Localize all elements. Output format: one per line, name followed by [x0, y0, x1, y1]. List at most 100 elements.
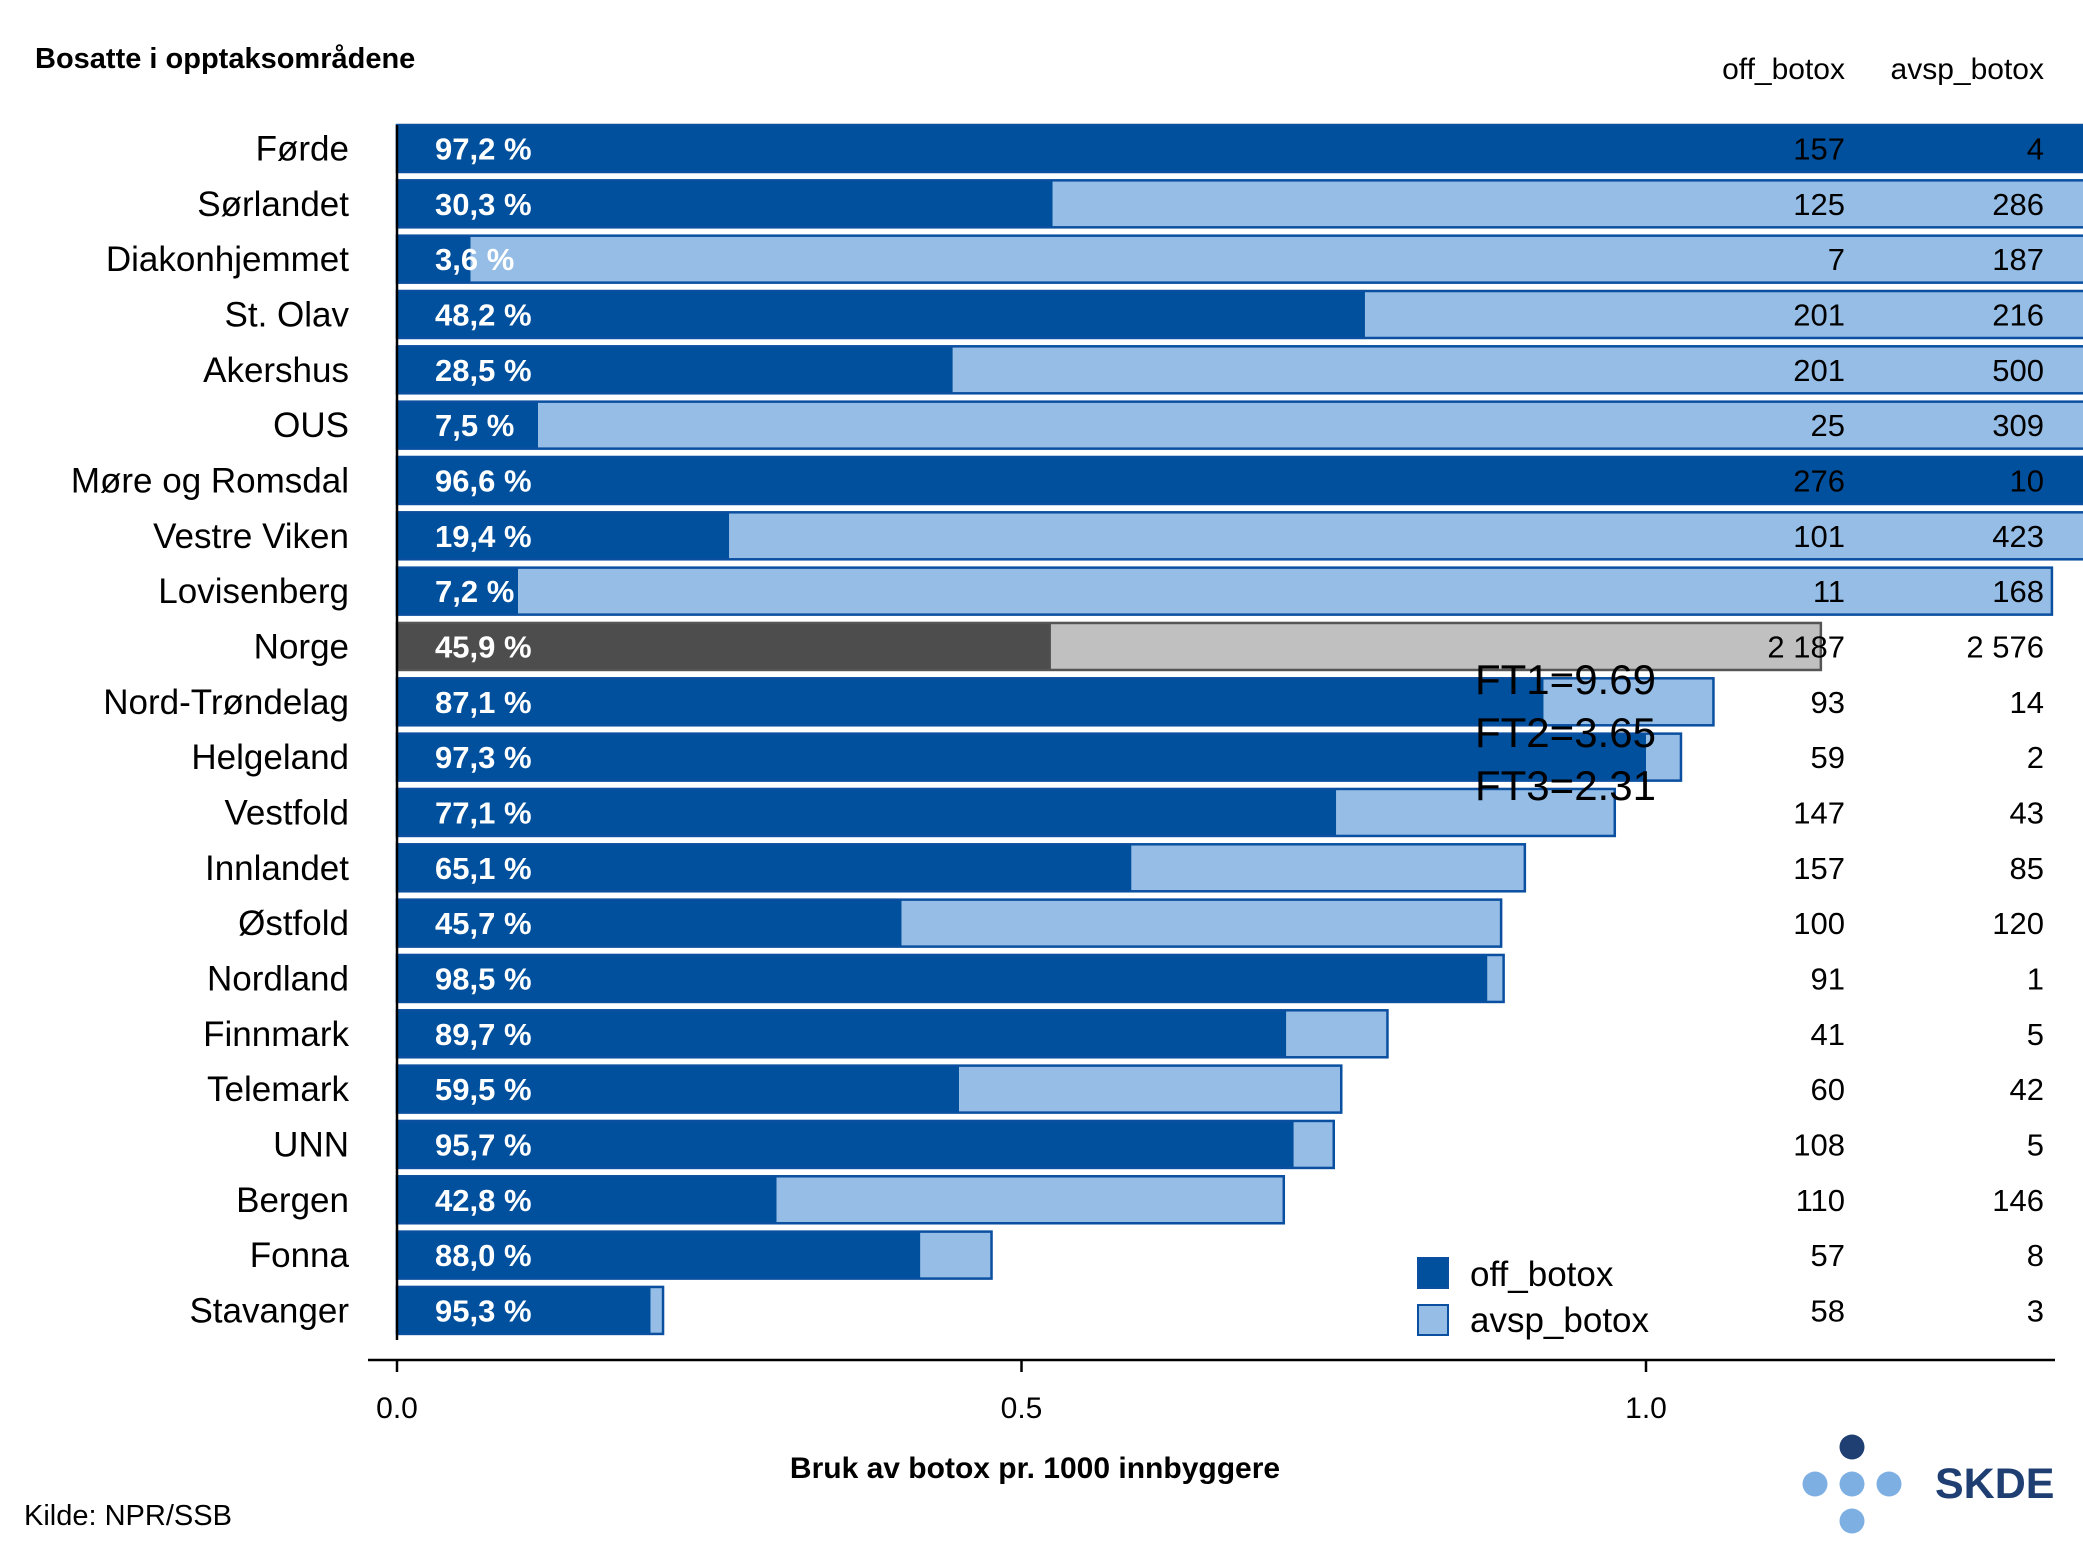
table-off-botox-22: 58: [1811, 1293, 1845, 1328]
table-avsp-botox-1: 4: [2027, 132, 2044, 167]
bar-avsp-botox-20: [776, 1176, 1284, 1224]
table-off-botox-3: 7: [1828, 242, 1845, 277]
table-off-botox-2: 125: [1793, 187, 1845, 222]
annotation-ft2: FT2=3.65: [1475, 709, 1656, 756]
bar-avsp-botox-8: [729, 512, 2083, 560]
bar-avsp-botox-11: [1543, 678, 1714, 726]
bar-avsp-botox-16: [1487, 954, 1504, 1002]
table-avsp-botox-15: 120: [1992, 906, 2044, 941]
legend-swatch-off-botox: [1417, 1257, 1449, 1289]
table-avsp-botox-9: 168: [1992, 574, 2044, 609]
table-off-botox-8: 101: [1793, 519, 1845, 554]
table-off-botox-13: 147: [1793, 795, 1845, 830]
table-avsp-botox-21: 8: [2027, 1238, 2044, 1273]
table-avsp-botox-3: 187: [1992, 242, 2044, 277]
category-label-14: Innlandet: [205, 849, 349, 888]
table-off-botox-11: 93: [1811, 685, 1845, 720]
legend-label-off-botox: off_botox: [1470, 1255, 1614, 1294]
bar-off-botox-18: [397, 1065, 960, 1113]
bar-off-botox-7: [397, 456, 2083, 504]
bar-value-label-3: 3,6 %: [435, 242, 514, 277]
table-avsp-botox-22: 3: [2027, 1293, 2044, 1328]
table-avsp-botox-12: 2: [2027, 740, 2044, 775]
category-label-7: Møre og Romsdal: [71, 461, 349, 500]
bar-avsp-botox-15: [901, 899, 1502, 947]
bar-off-botox-21: [397, 1231, 921, 1279]
category-label-10: Norge: [254, 627, 349, 666]
bar-off-botox-15: [397, 899, 902, 947]
category-label-11: Nord-Trøndelag: [103, 683, 349, 722]
bar-off-botox-17: [397, 1010, 1287, 1058]
table-header-off-botox: off_botox: [1722, 53, 1845, 86]
bar-value-label-1: 97,2 %: [435, 132, 532, 167]
bar-avsp-botox-6: [538, 401, 2083, 449]
logo-dot-bottom: [1839, 1508, 1865, 1534]
bar-off-botox-8: [397, 512, 730, 560]
bar-avsp-botox-17: [1286, 1010, 1388, 1058]
category-label-17: Finnmark: [203, 1015, 349, 1054]
bar-avsp-botox-12: [1646, 733, 1681, 781]
x-tick-label-1: 0.0: [376, 1392, 418, 1425]
category-labels: Førde Sørlandet Diakonhjemmet St. Olav Akers…: [71, 130, 350, 1331]
category-label-15: Østfold: [238, 904, 349, 943]
x-tick-label-2: 0.5: [1001, 1392, 1043, 1425]
table-off-botox-9: 11: [1813, 574, 1845, 609]
bar-value-label-21: 88,0 %: [435, 1238, 532, 1273]
legend-swatch-avsp-botox: [1417, 1304, 1449, 1336]
table-avsp-botox-18: 42: [2010, 1072, 2044, 1107]
bar-off-botox-20: [397, 1176, 777, 1224]
table-avsp-botox-8: 423: [1992, 519, 2044, 554]
bar-value-label-17: 89,7 %: [435, 1017, 532, 1052]
table-off-botox-5: 201: [1793, 353, 1845, 388]
bar-off-botox-6: [397, 401, 539, 449]
bar-value-label-22: 95,3 %: [435, 1293, 532, 1328]
table-avsp-botox-2: 286: [1992, 187, 2044, 222]
table-avsp-botox-11: 14: [2010, 685, 2044, 720]
category-label-16: Nordland: [207, 959, 349, 998]
bar-value-label-16: 98,5 %: [435, 961, 532, 996]
bar-avsp-botox-21: [920, 1231, 992, 1279]
table-off-botox-10: 2 187: [1767, 629, 1845, 664]
table-off-botox-7: 276: [1793, 463, 1845, 498]
annotation-block: FT1=9.69 FT2=3.65 FT3=2.31: [1475, 656, 1656, 809]
table-avsp-botox-16: 1: [2027, 961, 2044, 996]
bar-value-label-7: 96,6 %: [435, 463, 532, 498]
table-off-botox-17: 41: [1811, 1017, 1845, 1052]
bar-avsp-botox-9: [518, 567, 2052, 615]
bar-off-botox-14: [397, 844, 1132, 892]
bar-value-label-5: 28,5 %: [435, 353, 532, 388]
table-off-botox-1: 157: [1793, 132, 1845, 167]
table-avsp-botox-4: 216: [1992, 297, 2044, 332]
bar-off-botox-13: [397, 788, 1337, 836]
bars-group: [395, 123, 2083, 1336]
table-avsp-botox-20: 146: [1992, 1183, 2044, 1218]
table-off-botox-14: 157: [1793, 851, 1845, 886]
bar-avsp-botox-4: [1364, 290, 2083, 338]
table-off-botox-20: 110: [1796, 1183, 1845, 1218]
bar-value-label-6: 7,5 %: [435, 408, 514, 443]
logo-dot-top: [1839, 1434, 1865, 1460]
bar-value-label-11: 87,1 %: [435, 685, 532, 720]
x-axis-ticks: 0.00.51.01.52.0: [376, 1360, 1667, 1425]
bar-avsp-botox-19: [1293, 1120, 1334, 1168]
table-off-botox-4: 201: [1793, 297, 1845, 332]
category-label-2: Sørlandet: [197, 185, 349, 224]
bar-value-label-19: 95,7 %: [435, 1127, 532, 1162]
category-label-18: Telemark: [207, 1070, 349, 1109]
bar-value-label-9: 7,2 %: [435, 574, 514, 609]
table-off-botox-16: 91: [1811, 961, 1845, 996]
category-label-8: Vestre Viken: [153, 517, 349, 556]
legend: off_botox avsp_botox: [1417, 1255, 1650, 1340]
category-label-6: OUS: [273, 406, 349, 445]
chart-title: Bosatte i opptaksområdene: [35, 43, 415, 75]
category-label-5: Akershus: [203, 351, 349, 390]
category-label-4: St. Olav: [225, 295, 350, 334]
bar-off-botox-11: [397, 678, 1544, 726]
bar-off-botox-16: [397, 954, 1488, 1002]
x-tick-label-3: 1.0: [1625, 1392, 1667, 1425]
bar-avsp-botox-2: [1052, 180, 2083, 228]
bar-off-botox-4: [397, 290, 1365, 338]
logo-text: SKDE: [1935, 1460, 2054, 1508]
table-header-avsp-botox: avsp_botox: [1891, 53, 2044, 86]
